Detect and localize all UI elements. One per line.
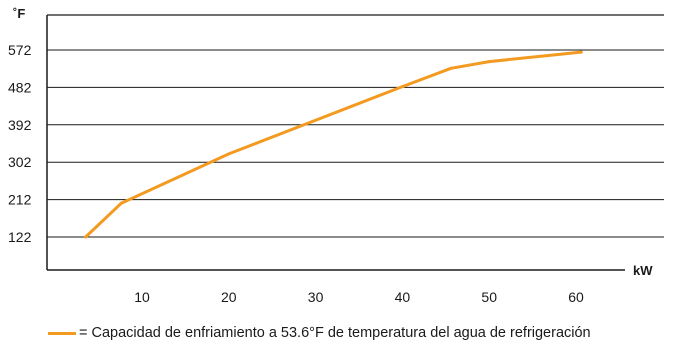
x-tick-label: 40 [395,289,411,305]
y-tick-label: 482 [8,79,32,95]
data-point [449,66,453,70]
data-point [579,50,583,54]
x-tick-label: 10 [134,289,150,305]
y-tick-label: 302 [8,154,32,170]
grid-lines [47,14,664,238]
data-point [487,60,491,64]
legend-label: Capacidad de enfriamiento a 53.6°F de te… [91,325,591,341]
y-axis-unit-label: ˚F [13,6,25,21]
x-tick-labels: 10 20 30 40 50 60 [134,289,584,305]
data-point [227,152,231,156]
x-tick-label: 50 [481,289,497,305]
x-tick-label: 60 [568,289,584,305]
data-point [84,235,88,239]
y-tick-label: 122 [8,229,32,245]
series-line [84,50,583,239]
data-point [119,201,123,205]
x-axis-unit-label: kW [633,263,653,278]
y-tick-label: 212 [8,192,32,208]
legend: = Capacidad de enfriamiento a 53.6°F de … [48,323,591,343]
x-tick-label: 20 [221,289,237,305]
data-point [400,85,404,89]
y-tick-labels: 122 212 302 392 482 572 [8,42,32,245]
y-tick-label: 572 [8,42,32,58]
chart-plot: 122 212 302 392 482 572 10 20 30 40 50 60 ˚F kW [8,6,664,305]
x-tick-label: 30 [308,289,324,305]
y-tick-label: 392 [8,117,32,133]
legend-swatch [48,331,76,335]
series-group [84,50,583,239]
legend-prefix: = [79,325,88,341]
